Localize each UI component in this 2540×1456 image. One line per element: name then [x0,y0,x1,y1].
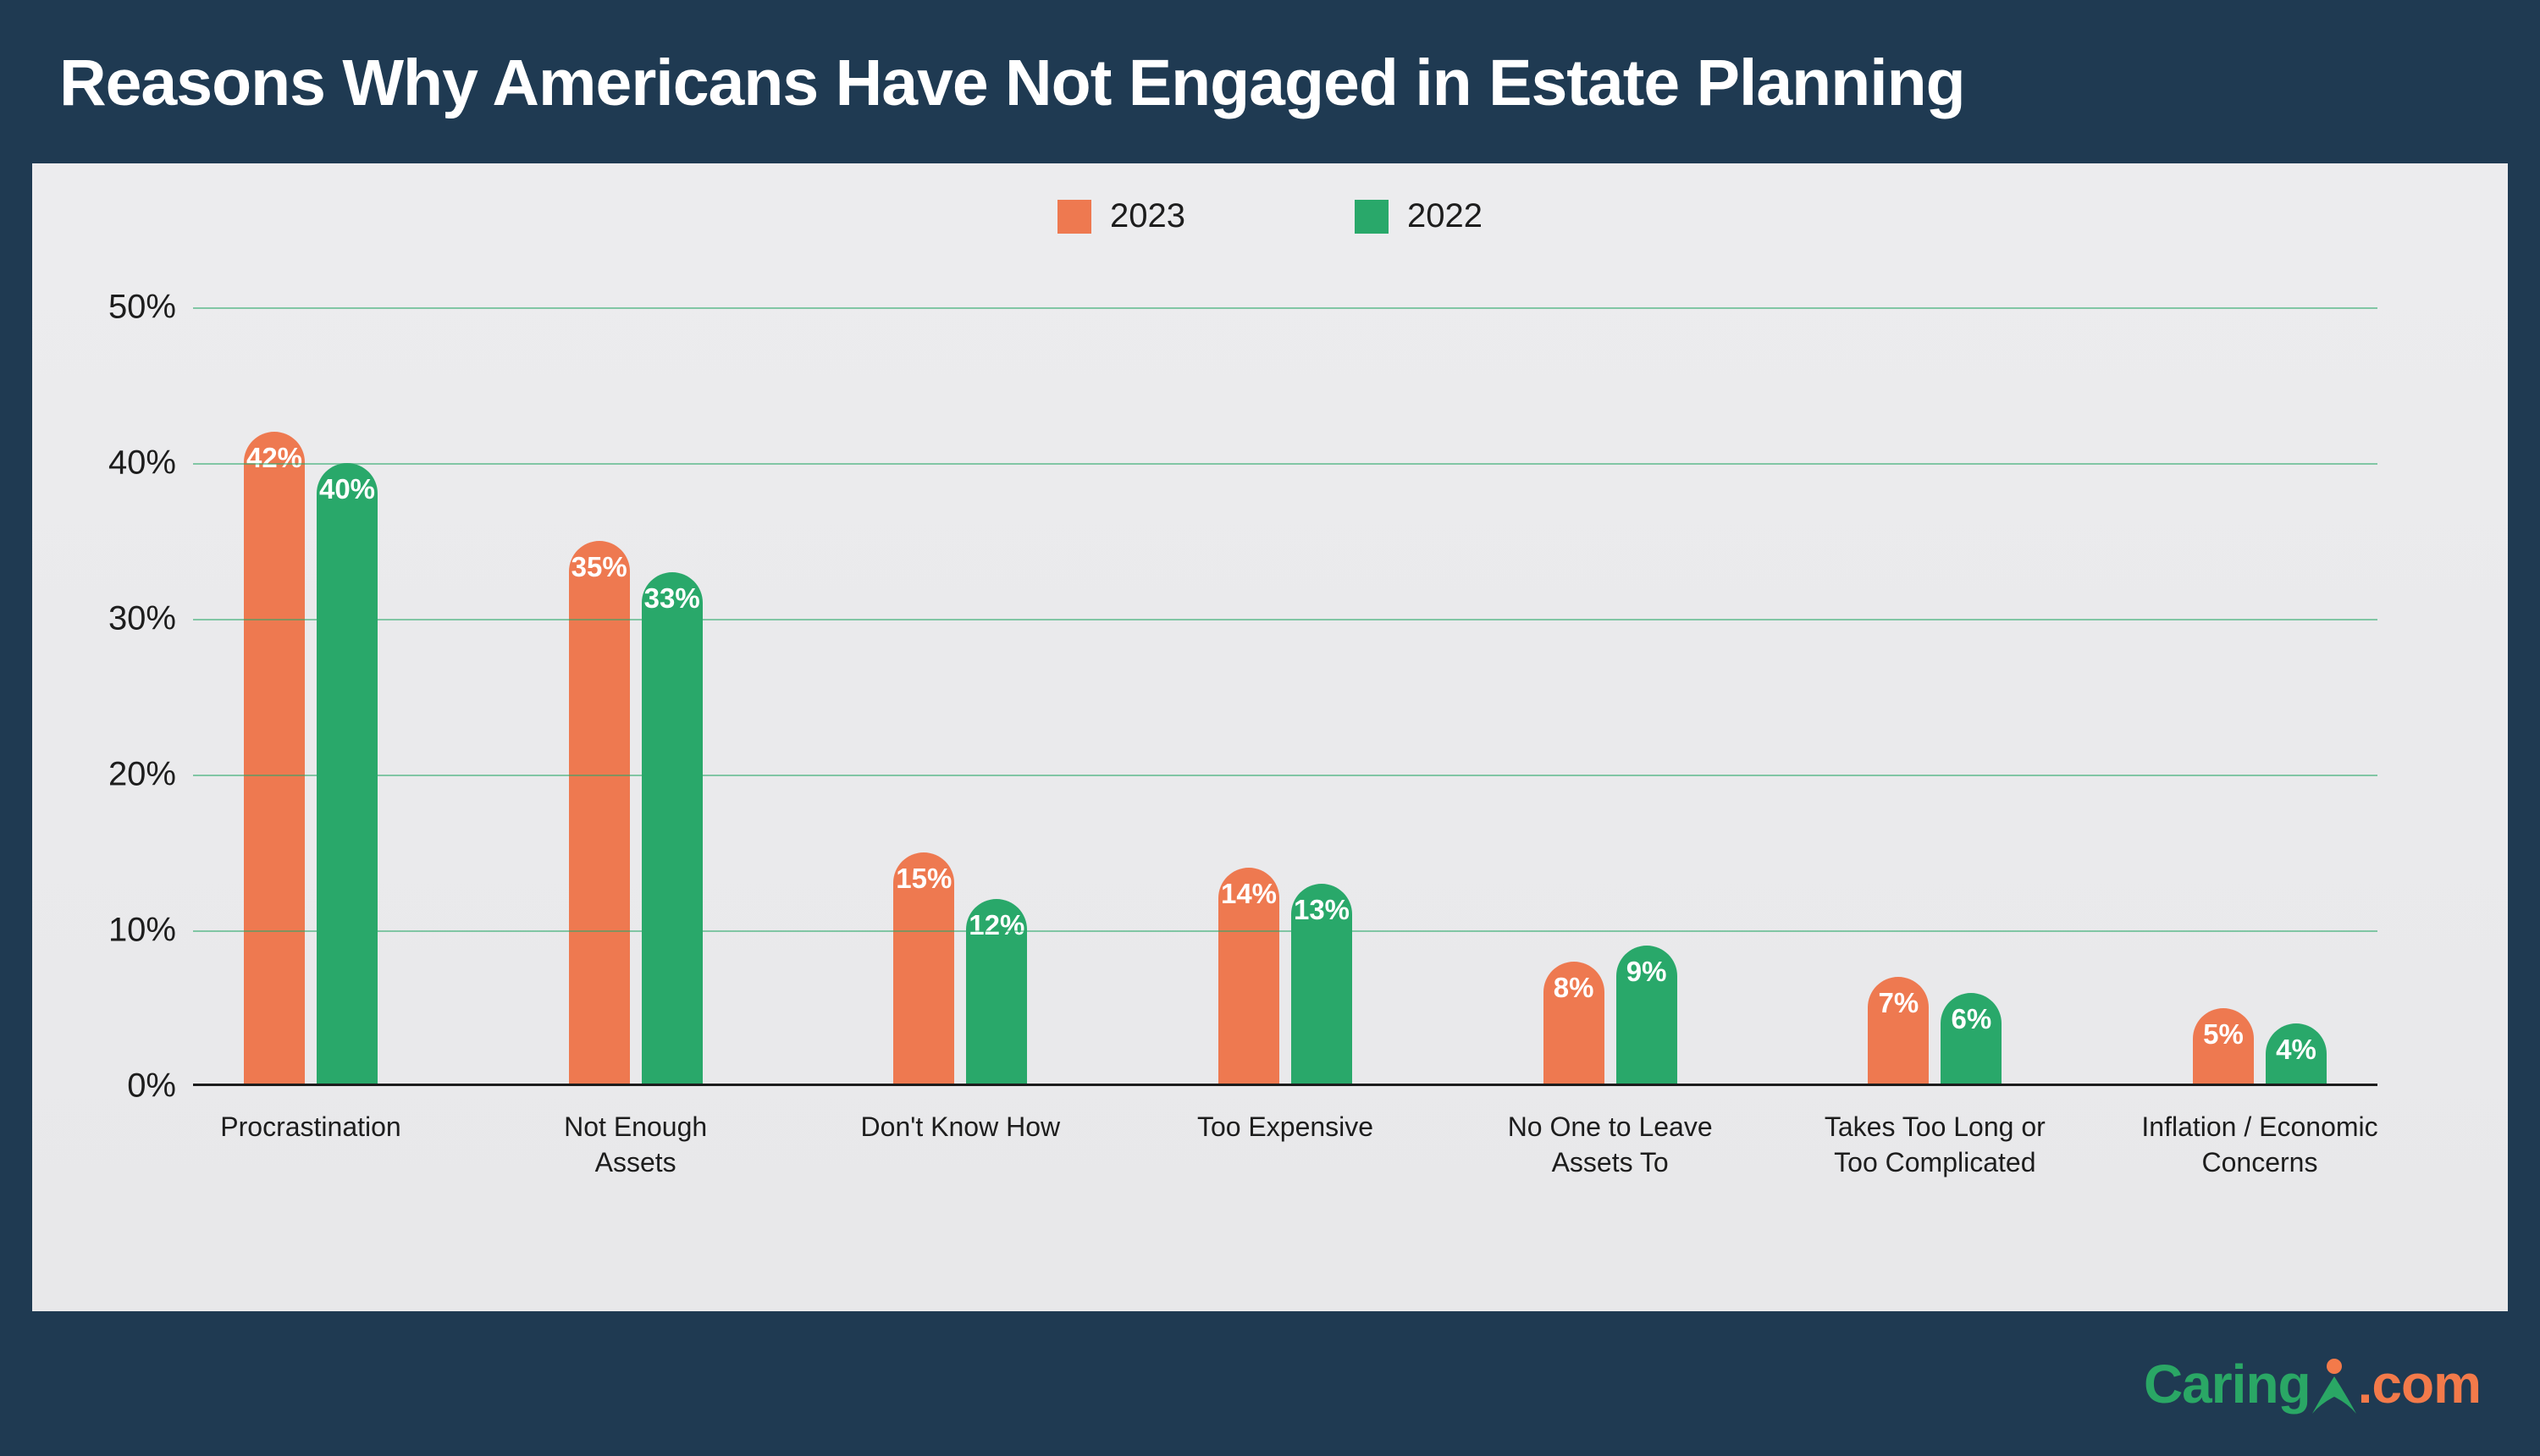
y-tick-label: 30% [83,600,176,638]
gridline [193,775,2377,776]
category-label: Takes Too Long orToo Complicated [1808,1086,2062,1180]
bar-value-label: 35% [569,551,630,583]
title-bar: Reasons Why Americans Have Not Engaged i… [0,0,2540,163]
bar: 8% [1543,962,1604,1086]
bar: 15% [893,852,954,1086]
y-tick-label: 20% [83,756,176,794]
bar: 33% [642,572,703,1086]
bar-value-label: 33% [642,582,703,615]
bar-groups: 42%40%Procrastination35%33%Not EnoughAss… [193,307,2377,1086]
legend-label-2022: 2022 [1407,197,1483,235]
bar: 9% [1616,946,1677,1086]
brand-person-icon [2307,1356,2361,1417]
bar-group: 14%13%Too Expensive [1218,307,1352,1086]
bar-value-label: 6% [1941,1003,2002,1035]
bar: 13% [1291,884,1352,1086]
legend-swatch-2022 [1355,200,1389,234]
bar: 6% [1941,993,2002,1086]
bar: 14% [1218,868,1279,1086]
gridline [193,619,2377,620]
bar-value-label: 7% [1868,987,1929,1019]
bar-value-label: 9% [1616,956,1677,988]
bar: 12% [966,899,1027,1086]
y-tick-label: 10% [83,912,176,950]
brand-logo: Caring .com [2144,1353,2481,1415]
brand-text-left: Caring [2144,1353,2311,1415]
bar: 5% [2193,1008,2254,1086]
bar-value-label: 5% [2193,1018,2254,1051]
y-tick-label: 0% [83,1067,176,1106]
bar-value-label: 4% [2266,1034,2327,1066]
y-tick-label: 40% [83,444,176,483]
y-tick-label: 50% [83,289,176,327]
bar-value-label: 14% [1218,878,1279,910]
legend-item-2023: 2023 [1057,197,1185,235]
legend: 2023 2022 [32,163,2508,235]
bar-value-label: 13% [1291,894,1352,926]
bar-group: 8%9%No One to LeaveAssets To [1543,307,1677,1086]
legend-item-2022: 2022 [1355,197,1483,235]
bar-value-label: 8% [1543,972,1604,1004]
bar: 35% [569,541,630,1086]
category-label: Too Expensive [1158,1086,1412,1145]
bar-group: 5%4%Inflation / EconomicConcerns [2193,307,2327,1086]
gridline [193,930,2377,932]
bar: 42% [244,432,305,1086]
chart-title: Reasons Why Americans Have Not Engaged i… [59,46,2481,121]
gridline [193,307,2377,309]
bar-group: 7%6%Takes Too Long orToo Complicated [1868,307,2002,1086]
category-label: Not EnoughAssets [509,1086,763,1180]
bar-group: 15%12%Don't Know How [893,307,1027,1086]
footer: Caring .com [0,1311,2540,1456]
bar-value-label: 40% [317,473,378,505]
category-label: Inflation / EconomicConcerns [2133,1086,2387,1180]
brand-text-right: .com [2358,1353,2481,1415]
category-label: Don't Know How [833,1086,1087,1145]
category-label: Procrastination [184,1086,438,1145]
bar: 4% [2266,1023,2327,1086]
bar-group: 35%33%Not EnoughAssets [569,307,703,1086]
legend-swatch-2023 [1057,200,1091,234]
bar-group: 42%40%Procrastination [244,307,378,1086]
legend-label-2023: 2023 [1110,197,1185,235]
bar-value-label: 15% [893,863,954,895]
plot-area: 42%40%Procrastination35%33%Not EnoughAss… [193,307,2377,1086]
gridline [193,463,2377,465]
x-axis-line [193,1084,2377,1086]
bar-value-label: 42% [244,442,305,474]
category-label: No One to LeaveAssets To [1483,1086,1737,1180]
bar: 7% [1868,977,1929,1086]
page: Reasons Why Americans Have Not Engaged i… [0,0,2540,1456]
chart-panel: 2023 2022 42% 40% Procrastination 35% 33% Not… [32,163,2508,1311]
bar-value-label: 12% [966,909,1027,941]
